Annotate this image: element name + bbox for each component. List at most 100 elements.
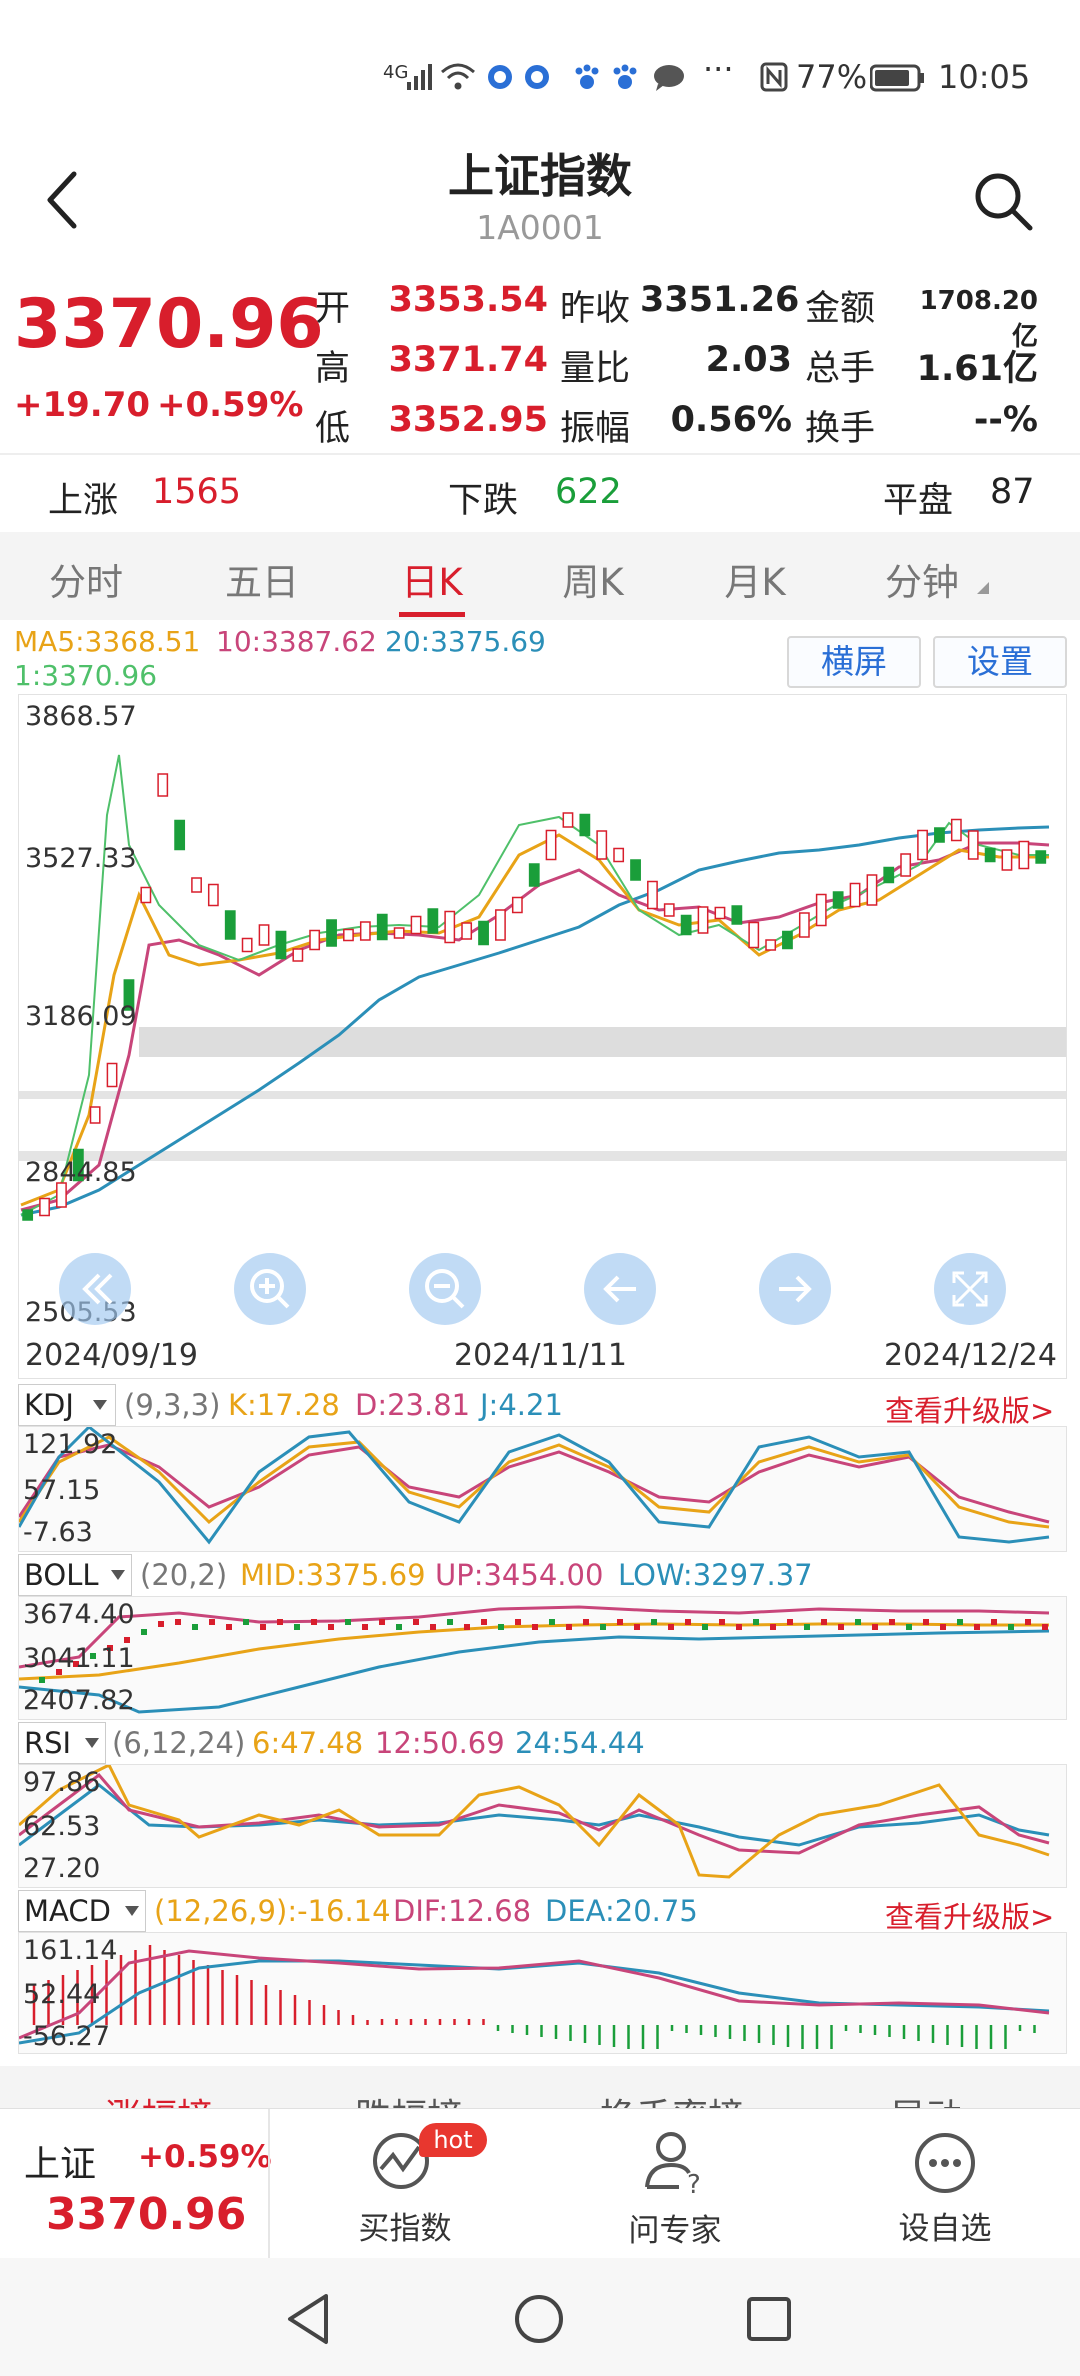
- more-icon: ···: [703, 50, 734, 88]
- kdj-j: J:4.21: [480, 1388, 563, 1422]
- candlestick: [855, 1619, 861, 1625]
- status-bar: 4G ··· 77% 10:05: [0, 0, 1080, 150]
- fullscreen-button[interactable]: [934, 1253, 1006, 1325]
- back-arrow-icon[interactable]: [40, 168, 84, 232]
- kdj-k-line: [19, 1435, 1050, 1529]
- candlestick: [140, 886, 152, 904]
- upgrade-link[interactable]: 查看升级版>: [885, 1900, 1055, 1934]
- amount-label: 金额: [805, 289, 876, 329]
- y-tick: 121.92: [23, 1429, 118, 1460]
- signal-icon: [407, 64, 432, 90]
- candlestick: [396, 1624, 402, 1630]
- candlestick: [984, 847, 996, 863]
- candlestick: [311, 1619, 317, 1625]
- nav-back-icon[interactable]: [284, 2292, 334, 2346]
- rsi-6-line: [19, 1765, 1050, 1879]
- open-label: 开: [315, 289, 351, 329]
- decliners-label: 下跌: [448, 481, 519, 521]
- candlestick: [765, 939, 777, 951]
- candlestick: [651, 1619, 657, 1625]
- paw-icon: [613, 64, 637, 89]
- rewind-button[interactable]: [59, 1253, 131, 1325]
- buy-index-button[interactable]: hot 买指数: [305, 2109, 505, 2259]
- kline-chart[interactable]: 3868.57 3527.33 3186.09 2844.85 2505.53: [18, 694, 1067, 1336]
- tab-minute[interactable]: 分钟: [885, 561, 959, 604]
- candlestick: [39, 1197, 50, 1217]
- rsi-canvas: [19, 1765, 1050, 1879]
- candlestick: [123, 979, 135, 1011]
- landscape-button[interactable]: 横屏: [787, 636, 921, 688]
- candlestick: [782, 930, 793, 950]
- rsi-chart[interactable]: 97.86 62.53 27.20: [18, 1764, 1067, 1888]
- turnover-value: --%: [973, 400, 1038, 440]
- nfc-icon: [760, 62, 788, 92]
- total-volume-value: 1.61亿: [916, 349, 1038, 389]
- more-options-icon: [915, 2133, 975, 2193]
- ask-expert-button[interactable]: ? 问专家: [575, 2109, 775, 2259]
- candlestick: [579, 813, 591, 837]
- zoom-in-button[interactable]: [234, 1253, 306, 1325]
- tab-intraday[interactable]: 分时: [49, 561, 123, 604]
- battery-percent: 77%: [796, 58, 868, 96]
- search-icon[interactable]: [970, 168, 1036, 234]
- candlestick: [464, 1624, 470, 1630]
- rsi-12-line: [19, 1772, 1050, 1855]
- boll-chart[interactable]: 3674.40 3041.11 2407.82: [18, 1596, 1067, 1720]
- candlestick: [545, 829, 557, 861]
- svg-text:?: ?: [687, 2170, 701, 2199]
- candlestick: [515, 1619, 521, 1625]
- candlestick: [56, 1669, 62, 1675]
- dropdown-icon: [125, 1906, 139, 1916]
- candlestick: [1008, 1624, 1014, 1630]
- scroll-left-button[interactable]: [584, 1253, 656, 1325]
- candlestick: [1035, 850, 1047, 864]
- scroll-right-button[interactable]: [759, 1253, 831, 1325]
- x-axis: 2024/09/19 2024/11/11 2024/12/24: [18, 1334, 1067, 1379]
- tab-weekly-k[interactable]: 周K: [562, 561, 624, 604]
- macd-chart[interactable]: 161.14 52.44 -56.27: [18, 1932, 1067, 2054]
- tab-turnover[interactable]: 换手率榜: [600, 2088, 744, 2108]
- tab-monthly-k[interactable]: 月K: [724, 561, 786, 604]
- settings-button[interactable]: 设置: [933, 636, 1067, 688]
- zoom-out-button[interactable]: [409, 1253, 481, 1325]
- candlestick: [174, 819, 186, 851]
- tab-unusual[interactable]: 异动: [890, 2088, 962, 2108]
- indicator-selector[interactable]: [18, 1890, 146, 1932]
- clock: 10:05: [938, 58, 1031, 96]
- indicator-selector[interactable]: [18, 1554, 132, 1596]
- add-watchlist-button[interactable]: 设自选: [845, 2109, 1045, 2259]
- chat-icon: [654, 65, 684, 91]
- candlesticks: [22, 773, 1047, 1221]
- candlestick: [328, 1624, 334, 1630]
- y-tick: 3041.11: [23, 1643, 135, 1674]
- tab-daily-k[interactable]: 日K: [401, 561, 463, 604]
- candlestick: [815, 893, 827, 927]
- upgrade-link[interactable]: 查看升级版>: [885, 1394, 1055, 1428]
- tab-five-day[interactable]: 五日: [225, 561, 299, 604]
- kdj-chart[interactable]: 121.92 57.15 -7.63: [18, 1426, 1067, 1552]
- index-name: 上证: [24, 2144, 97, 2185]
- nav-home-icon[interactable]: [512, 2292, 566, 2346]
- page-title: 上证指数: [448, 149, 632, 203]
- y-tick: -7.63: [23, 1517, 93, 1548]
- candlestick: [804, 1624, 810, 1630]
- low-value: 3352.95: [388, 400, 548, 440]
- candlestick: [461, 922, 473, 940]
- index-price: 3370.96: [46, 2189, 247, 2240]
- candlestick: [427, 908, 439, 934]
- tab-top-losers[interactable]: 跌幅榜: [355, 2088, 463, 2108]
- zoom-in-icon: [250, 1269, 290, 1309]
- candlestick: [957, 1619, 963, 1625]
- candlestick: [617, 1619, 623, 1625]
- candlestick: [950, 818, 962, 842]
- candlestick: [39, 1677, 45, 1683]
- candlestick: [241, 937, 253, 953]
- macd-dif: DIF:12.68: [393, 1894, 532, 1928]
- x-tick: 2024/09/19: [25, 1338, 198, 1373]
- candlestick: [359, 921, 371, 941]
- candlestick: [410, 915, 422, 935]
- tab-top-gainers[interactable]: 涨幅榜: [105, 2088, 213, 2108]
- candlestick: [562, 812, 574, 828]
- ma20-value: 20:3375.69: [385, 625, 546, 658]
- nav-recents-icon[interactable]: [744, 2294, 794, 2344]
